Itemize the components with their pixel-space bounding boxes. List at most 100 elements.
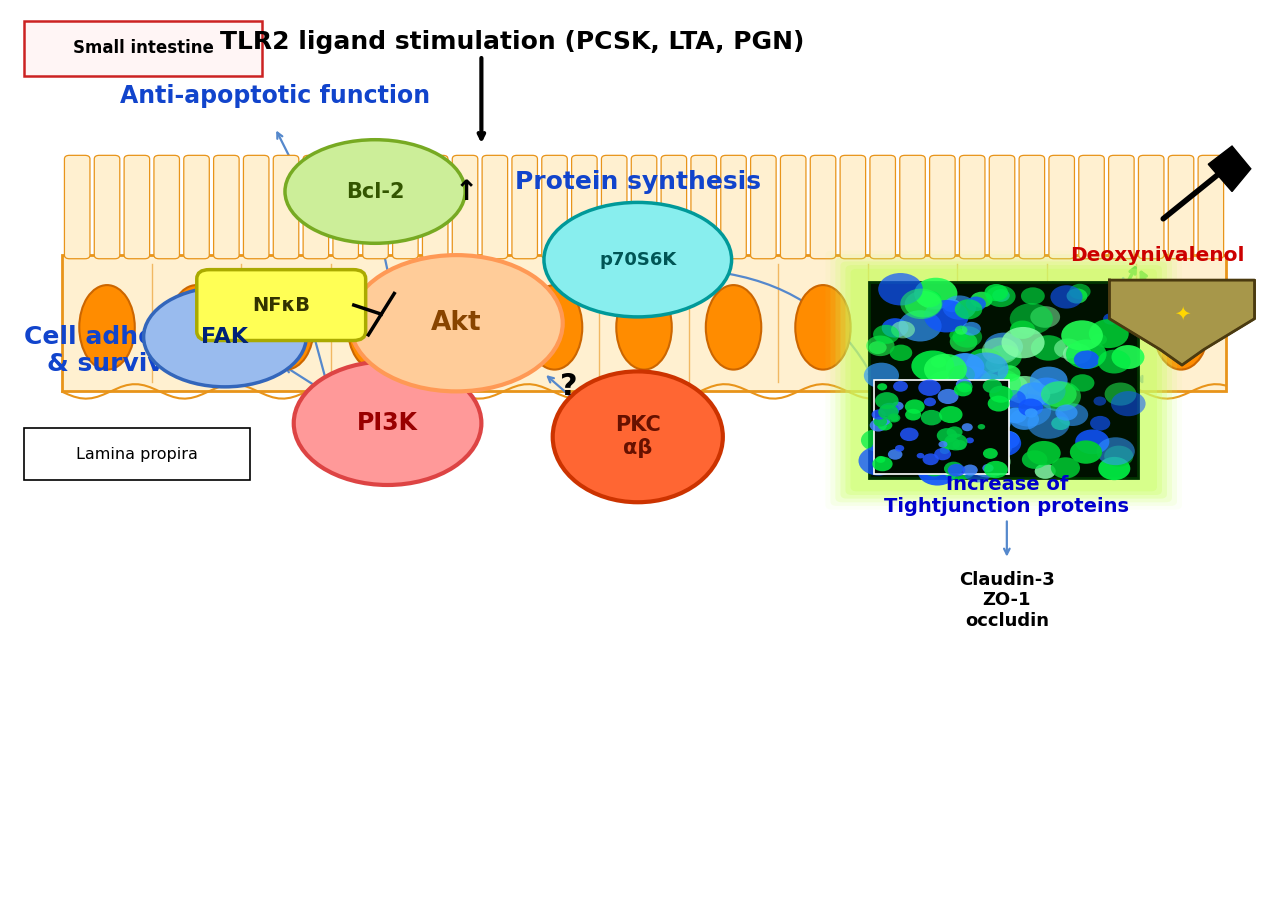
Circle shape [899,310,942,341]
Text: TLR2 ligand stimulation (PCSK, LTA, PGN): TLR2 ligand stimulation (PCSK, LTA, PGN) [220,30,805,54]
Circle shape [1028,408,1069,439]
Circle shape [1025,409,1038,418]
Circle shape [944,433,967,450]
Ellipse shape [348,285,403,369]
FancyBboxPatch shape [846,265,1162,495]
FancyBboxPatch shape [929,156,956,258]
Circle shape [1111,391,1145,416]
Circle shape [1028,441,1060,465]
Ellipse shape [705,285,761,369]
Circle shape [1042,381,1077,407]
Circle shape [1088,319,1129,349]
Ellipse shape [527,285,583,369]
Circle shape [983,460,1007,479]
Circle shape [985,284,1009,301]
Polygon shape [1208,147,1251,191]
FancyBboxPatch shape [393,156,418,258]
Circle shape [882,318,909,338]
Circle shape [891,321,915,339]
Circle shape [939,406,963,423]
Circle shape [944,461,963,476]
Circle shape [986,358,1005,372]
FancyBboxPatch shape [1049,156,1074,258]
FancyBboxPatch shape [959,156,985,258]
FancyBboxPatch shape [542,156,568,258]
Circle shape [953,380,972,393]
Circle shape [982,464,994,472]
Circle shape [986,286,1015,307]
FancyBboxPatch shape [830,254,1177,506]
Ellipse shape [1064,285,1119,369]
Circle shape [930,402,949,416]
Circle shape [1119,292,1139,307]
FancyBboxPatch shape [24,428,250,480]
Circle shape [873,325,899,344]
Ellipse shape [284,140,465,243]
Text: Lamina propira: Lamina propira [76,447,198,461]
FancyBboxPatch shape [720,156,746,258]
FancyBboxPatch shape [482,156,508,258]
Circle shape [1052,417,1069,430]
Circle shape [1105,446,1134,467]
Ellipse shape [975,285,1030,369]
Circle shape [963,462,992,482]
Text: PI3K: PI3K [356,411,418,435]
FancyBboxPatch shape [512,156,537,258]
Circle shape [878,417,890,425]
Circle shape [1103,313,1119,325]
Circle shape [1006,394,1052,427]
Circle shape [1030,306,1060,328]
Circle shape [924,398,937,406]
Circle shape [943,296,976,319]
FancyBboxPatch shape [870,282,1138,478]
Text: FAK: FAK [201,327,249,347]
FancyBboxPatch shape [851,268,1157,491]
Circle shape [1069,284,1091,299]
Circle shape [878,439,923,470]
Circle shape [966,297,986,311]
Circle shape [1067,288,1087,304]
FancyBboxPatch shape [841,261,1167,499]
Ellipse shape [437,285,493,369]
Circle shape [1030,367,1068,394]
Circle shape [1091,334,1107,345]
Text: Anti-apoptotic function: Anti-apoptotic function [120,84,430,108]
Ellipse shape [1153,285,1208,369]
Circle shape [876,456,885,463]
Circle shape [982,379,1002,393]
Circle shape [878,273,923,306]
Circle shape [1039,381,1081,411]
Circle shape [1063,343,1092,364]
Circle shape [980,373,1001,389]
Circle shape [1010,303,1053,335]
Circle shape [957,381,972,392]
FancyBboxPatch shape [631,156,657,258]
Circle shape [877,420,892,430]
Circle shape [872,457,892,471]
Circle shape [911,350,954,381]
Circle shape [900,428,919,441]
Polygon shape [1110,280,1255,365]
Circle shape [985,333,1023,360]
Circle shape [877,383,887,390]
Circle shape [995,430,1020,450]
Circle shape [966,438,975,443]
Ellipse shape [350,255,562,391]
Text: Cell adhesion
& survival: Cell adhesion & survival [24,325,214,377]
FancyBboxPatch shape [875,380,1009,474]
Circle shape [887,413,900,422]
Circle shape [870,420,887,431]
Circle shape [961,433,985,450]
Ellipse shape [293,361,482,485]
Circle shape [914,278,957,309]
Circle shape [954,299,982,319]
Circle shape [875,392,899,410]
FancyBboxPatch shape [1109,156,1134,258]
Circle shape [1050,285,1082,308]
FancyBboxPatch shape [1168,156,1193,258]
Circle shape [919,463,942,479]
Circle shape [980,369,1021,399]
FancyBboxPatch shape [900,156,925,258]
Circle shape [1018,382,1050,407]
Text: Deoxynivalenol: Deoxynivalenol [1071,246,1245,265]
